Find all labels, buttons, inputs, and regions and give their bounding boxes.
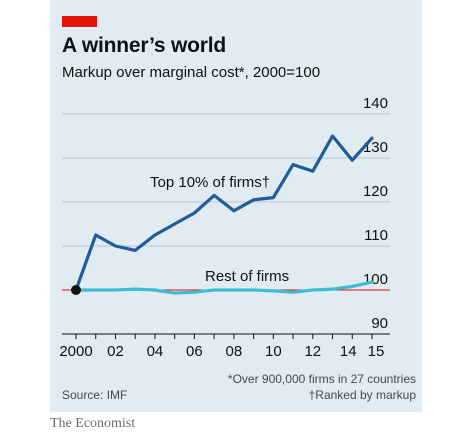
- y-tick-label-90: 90: [371, 315, 388, 332]
- y-axis-ticks: 90 100 110 120 130 140: [363, 95, 388, 332]
- brand-red-tag: [62, 16, 97, 27]
- x-tick-label-2015: 15: [368, 343, 385, 360]
- x-tick-label-2014: 14: [340, 343, 357, 360]
- y-tick-label-140: 140: [363, 95, 388, 112]
- footnote-markup: *Over 900,000 firms in 27 countries: [227, 372, 416, 386]
- publisher-brand: The Economist: [50, 416, 136, 431]
- chart-title: A winner’s world: [62, 34, 227, 57]
- series-label-rest-of-firms: Rest of firms: [205, 268, 289, 285]
- series-lines: [71, 134, 374, 295]
- x-axis: 2000 02 04 06 08 10 12 14 15: [59, 333, 390, 360]
- series-label-top-10-percent: Top 10% of firms†: [150, 174, 270, 191]
- x-tick-label-2012: 12: [304, 343, 321, 360]
- series-line-top-10-percent: [74, 134, 374, 292]
- source-note: Source: IMF: [62, 388, 128, 402]
- chart-panel: [50, 0, 422, 412]
- x-tick-label-2000: 2000: [59, 343, 92, 360]
- x-tick-label-2010: 10: [265, 343, 282, 360]
- x-tick-label-2004: 04: [147, 343, 164, 360]
- series-labels: Top 10% of firms† Rest of firms: [150, 174, 289, 285]
- y-tick-label-100: 100: [363, 271, 388, 288]
- x-tick-label-2008: 08: [226, 343, 243, 360]
- y-tick-label-120: 120: [363, 183, 388, 200]
- start-point-marker: [71, 285, 81, 295]
- series-line-rest-of-firms: [74, 280, 374, 295]
- y-tick-label-110: 110: [364, 227, 388, 244]
- chart-subtitle: Markup over marginal cost*, 2000=100: [62, 64, 321, 81]
- x-tick-label-2006: 06: [186, 343, 203, 360]
- x-tick-label-2002: 02: [107, 343, 124, 360]
- footnote-ranking: †Ranked by markup: [308, 388, 416, 402]
- y-tick-label-130: 130: [363, 139, 388, 156]
